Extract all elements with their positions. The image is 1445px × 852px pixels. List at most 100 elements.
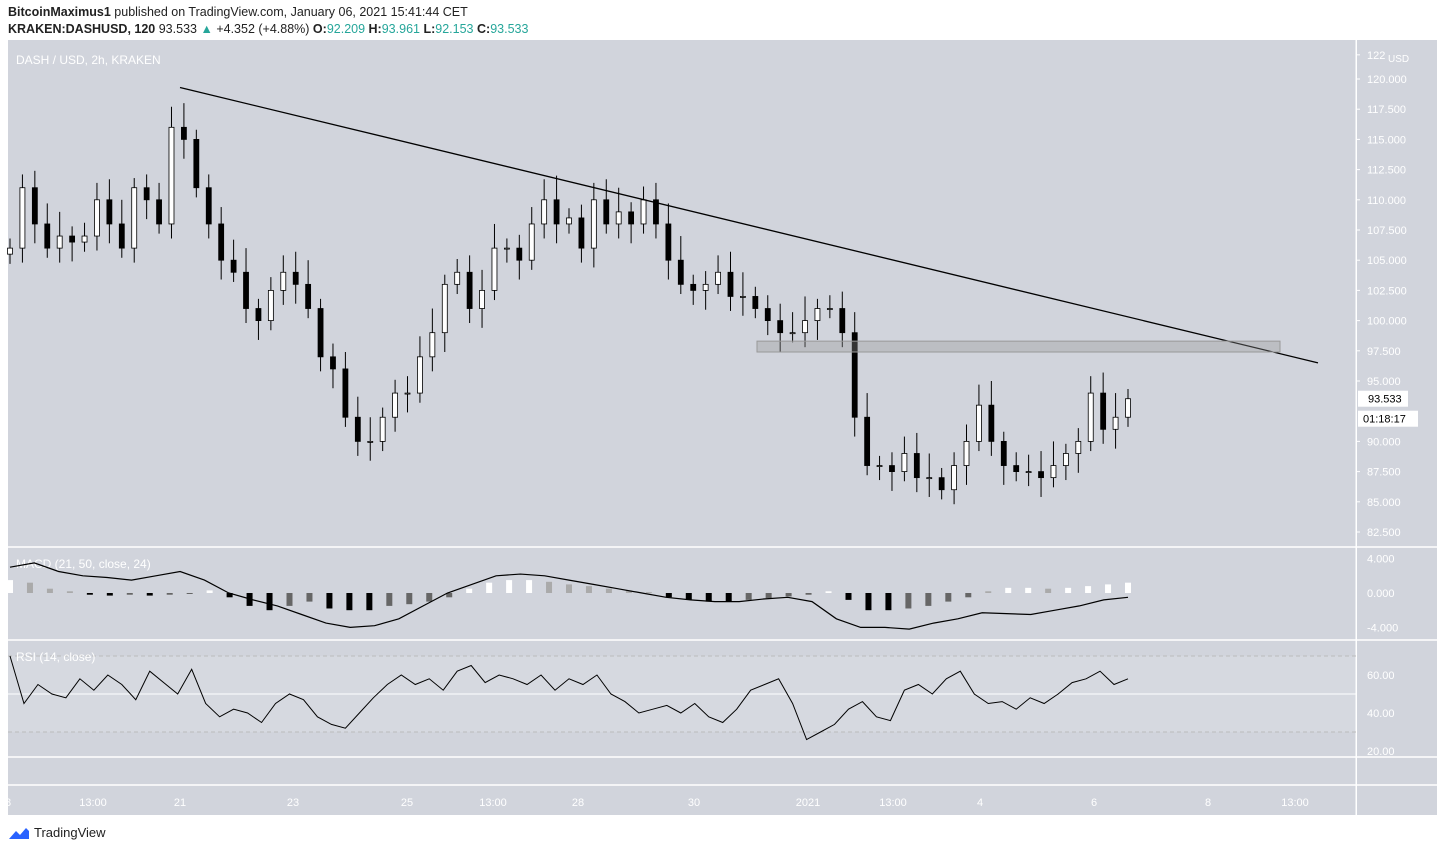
candle-down [330,356,336,370]
rsi-tick-label: 40.00 [1367,708,1395,720]
time-tick-label: 2021 [796,797,820,809]
candle-up [926,477,933,480]
macd-histogram-bar [306,593,313,602]
macd-histogram-bar [146,593,153,596]
candle-up [367,440,374,443]
price-tick-label: 115.000 [1367,134,1406,146]
symbol: KRAKEN:DASHUSD, 120 [8,22,156,36]
candle-up [826,308,833,310]
resistance-zone [756,340,1281,353]
time-tick-label: 21 [174,797,186,809]
candle-up [740,296,746,298]
macd-histogram-bar [585,586,592,593]
close-value: 93.533 [490,22,529,36]
candle-down [938,477,945,491]
macd-histogram-bar [206,590,213,593]
candle-down [653,199,659,225]
symbol-info: KRAKEN:DASHUSD, 120 93.533 ▲ +4.352 (+4.… [8,22,528,36]
close-label: C: [476,22,491,36]
high-label: H: [368,22,382,36]
candle-down [851,332,858,418]
macd-histogram-bar [86,593,93,595]
macd-histogram-bar [7,580,13,593]
macd-histogram-bar [526,580,533,593]
candle-up [528,223,535,261]
time-tick-label: 23 [287,797,299,809]
candle-up [541,199,548,225]
macd-histogram-bar [905,593,912,609]
candle-up [702,283,709,291]
macd-histogram-bar [386,593,393,606]
candle-up [379,416,386,442]
low-value: 92.153 [435,22,474,36]
price-tick-label: 82.500 [1367,527,1401,539]
price-axis [1357,40,1437,815]
candle-up [1087,392,1094,442]
macd-histogram-bar [126,593,133,595]
tradingview-logo[interactable]: TradingView [8,825,106,840]
macd-histogram-bar [286,593,293,606]
macd-histogram-bar [466,588,473,593]
macd-histogram-bar [865,593,872,611]
price-tick-label: 112.500 [1367,165,1406,177]
macd-title: MACD (21, 50, close, 24) [16,557,151,571]
candle-down [889,465,895,472]
candle-down [677,259,684,285]
open-value: 92.209 [326,22,366,36]
macd-histogram-bar [486,582,493,593]
candle-up [19,187,26,249]
macd-histogram-bar [1045,588,1052,593]
candle-up [441,283,448,334]
candle-down [764,308,771,321]
candle-down [181,126,187,140]
candle-down [143,187,150,201]
candle-down [193,138,200,189]
time-tick-label: 13:00 [479,797,507,809]
time-tick-label: 30 [688,797,700,809]
candle-down [628,211,635,225]
candle-down [516,247,523,261]
candle-down [230,259,237,273]
time-axis [8,785,1356,815]
macd-line [9,562,1129,630]
candle-up [1025,471,1032,474]
countdown-label: 01:18:17 [1363,414,1406,426]
macd-histogram-bar [965,593,972,598]
candle-up [814,308,821,321]
macd-histogram-bar [1065,587,1072,593]
tradingview-logo-icon [9,827,29,839]
candle-up [131,187,138,249]
time-tick-label: 4 [977,797,983,809]
publish-info: BitcoinMaximus1 published on TradingView… [8,5,468,19]
candle-up [267,289,274,321]
candle-down [156,199,162,225]
price-tick-label: 107.500 [1367,225,1407,237]
macd-histogram-bar [705,593,712,602]
candle-down [553,199,560,225]
brand-name: TradingView [34,825,106,840]
macd-histogram-bar [546,581,553,593]
publisher[interactable]: BitcoinMaximus1 [8,5,111,19]
macd-histogram-bar [805,593,812,595]
price-tick-label: 90.000 [1367,436,1401,448]
candle-up [976,404,982,442]
candle-down [31,187,38,225]
countdown-box [1358,410,1418,427]
macd-histogram-bar [845,593,852,600]
macd-histogram-bar [366,593,373,611]
time-tick-label: 6 [1091,797,1097,809]
macd-histogram-bar [1005,587,1012,593]
candle-up [56,235,63,249]
candle-up [1075,440,1082,454]
macd-histogram-bar [166,593,173,595]
candle-up [1112,416,1119,430]
candle-up [503,247,510,250]
price-tick-label: 110.000 [1367,195,1406,207]
candle-down [777,320,784,334]
time-tick-label: 25 [401,797,413,809]
macd-histogram-bar [326,593,333,609]
candle-down [106,199,113,225]
candle-up [901,453,908,473]
candle-down [578,217,585,249]
